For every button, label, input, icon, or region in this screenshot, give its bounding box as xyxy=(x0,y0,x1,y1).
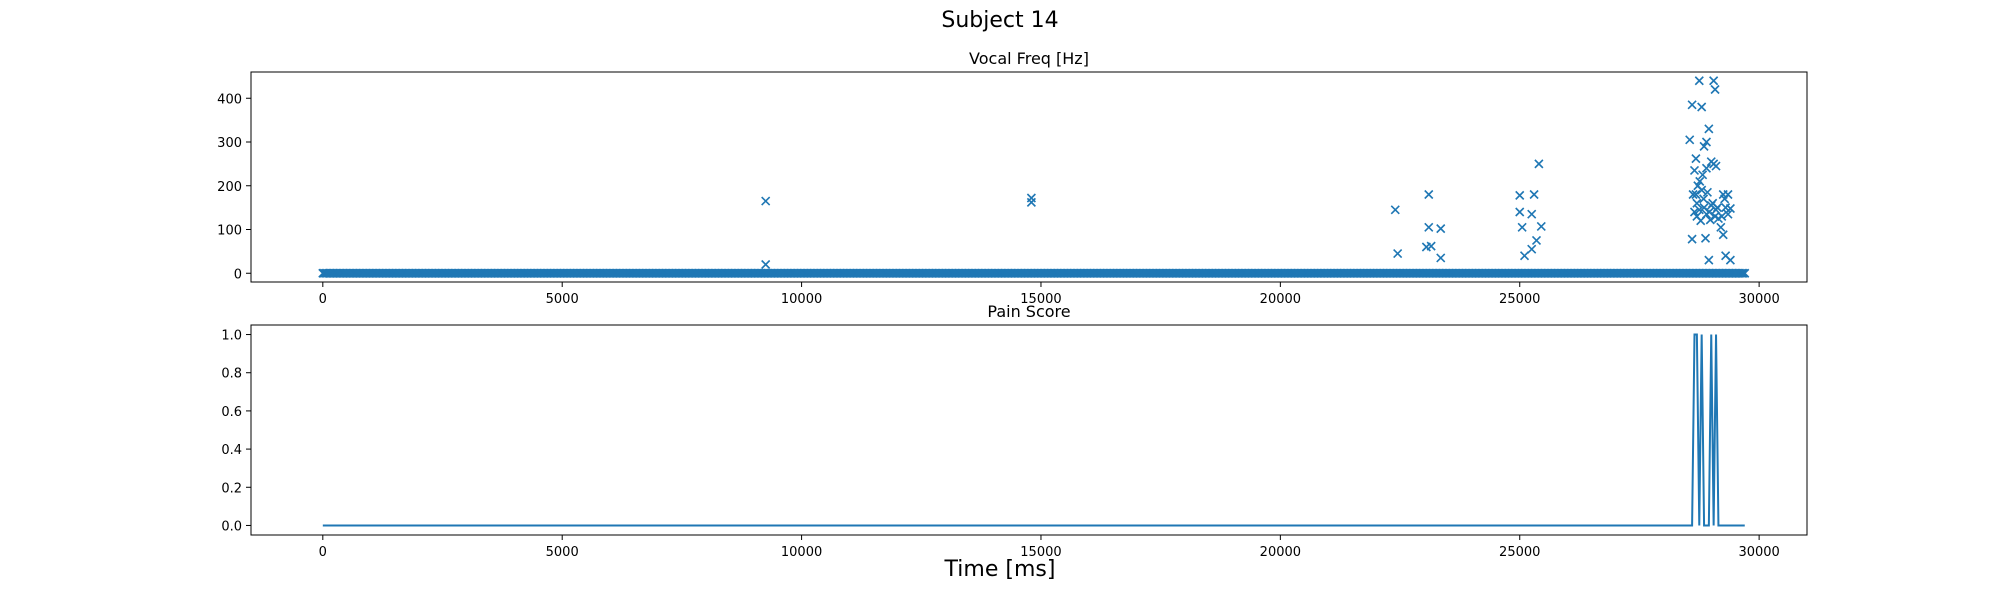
data-point xyxy=(1701,137,1712,147)
data-point xyxy=(1694,76,1704,86)
data-point xyxy=(1529,189,1539,200)
vocal-freq-x-tick-label: 10000 xyxy=(781,292,822,307)
data-point xyxy=(1689,207,1700,217)
data-point xyxy=(1701,163,1712,173)
data-point xyxy=(1697,102,1707,112)
vocal-freq-x-tick-label: 25000 xyxy=(1499,292,1540,307)
data-point xyxy=(1531,235,1542,246)
data-point xyxy=(1700,233,1711,243)
data-point xyxy=(1691,189,1701,200)
figure-title: Subject 14 xyxy=(941,8,1059,33)
data-point xyxy=(1527,209,1537,219)
pain-score-x-tick-label: 5000 xyxy=(546,545,579,560)
data-point xyxy=(1702,187,1712,197)
data-point xyxy=(1720,194,1730,204)
data-point xyxy=(1436,224,1446,234)
vocal-freq-y-tick-label: 200 xyxy=(217,180,242,195)
vocal-freq-y-tick-label: 100 xyxy=(217,224,242,239)
data-point xyxy=(1436,253,1446,263)
pain-score-x-tick-label: 20000 xyxy=(1260,545,1301,560)
data-point xyxy=(1704,124,1714,134)
data-point xyxy=(761,196,771,206)
data-point xyxy=(1390,205,1400,215)
vocal-freq-x-tick-label: 30000 xyxy=(1738,292,1779,307)
pain-score-x-tick-label: 0 xyxy=(319,545,327,560)
data-point xyxy=(1710,84,1720,95)
figure-x-axis-label: Time [ms] xyxy=(944,557,1056,582)
baseline-point xyxy=(1740,268,1750,278)
vocal-freq-y-tick-label: 400 xyxy=(217,92,242,107)
pain-score-x-tick-label: 25000 xyxy=(1499,545,1540,560)
data-point xyxy=(1691,154,1701,164)
pain-score-y-tick-label: 0.6 xyxy=(221,405,242,420)
data-point xyxy=(1026,193,1036,203)
pain-score-y-tick-label: 1.0 xyxy=(221,329,242,344)
data-point xyxy=(1712,203,1723,213)
data-point xyxy=(1689,165,1700,176)
vocal-freq-x-tick-label: 15000 xyxy=(1020,292,1061,307)
data-point xyxy=(1705,215,1715,225)
data-point xyxy=(1426,241,1436,251)
pain-score-frame xyxy=(250,324,1808,536)
vocal-freq-axes: Vocal Freq [Hz] 0 5000 10000 15000 20000 25000… xyxy=(217,49,1808,307)
vocal-freq-x-tick-label: 0 xyxy=(319,292,327,307)
data-point xyxy=(1534,159,1544,169)
data-point xyxy=(1393,248,1403,259)
pain-score-x-tick-label: 30000 xyxy=(1738,545,1779,560)
data-point xyxy=(1519,251,1530,261)
vocal-freq-y-tick-label: 0 xyxy=(234,267,242,282)
data-point xyxy=(1698,170,1708,180)
pain-score-axes: Pain Score 0 5000 10000 15000 20000 25000 30000… xyxy=(221,302,1808,560)
pain-score-x-tick-label: 15000 xyxy=(1020,545,1061,560)
data-point xyxy=(1517,222,1527,232)
vocal-freq-title: Vocal Freq [Hz] xyxy=(969,49,1089,68)
data-point xyxy=(1709,76,1719,86)
data-point xyxy=(1694,205,1704,215)
data-point xyxy=(1699,194,1709,204)
pain-score-x-tick-label: 10000 xyxy=(781,545,822,560)
data-point xyxy=(1424,222,1434,232)
data-point xyxy=(1687,100,1697,110)
pain-score-y-tick-label: 0.8 xyxy=(221,367,242,382)
data-point xyxy=(1536,221,1546,232)
data-point xyxy=(1718,230,1728,240)
data-point xyxy=(1527,244,1537,254)
vocal-freq-y-tick-label: 300 xyxy=(217,136,242,151)
data-point xyxy=(1699,141,1709,151)
baseline-point xyxy=(1737,268,1747,278)
data-point xyxy=(1515,207,1525,217)
data-point xyxy=(1685,135,1695,145)
pain-score-title: Pain Score xyxy=(987,302,1070,321)
data-point xyxy=(1704,255,1714,265)
pain-score-y-tick-label: 0.0 xyxy=(221,519,242,534)
pain-score-line xyxy=(322,333,1745,527)
data-point xyxy=(1688,189,1698,200)
data-point xyxy=(1692,198,1702,208)
data-point xyxy=(1697,185,1707,195)
data-point xyxy=(761,259,771,270)
vocal-freq-x-tick-label: 5000 xyxy=(546,292,579,307)
data-point xyxy=(1687,234,1697,244)
data-point xyxy=(1725,203,1735,214)
data-point xyxy=(1424,189,1434,200)
baseline-point xyxy=(1738,268,1748,278)
vocal-freq-frame xyxy=(250,71,1808,283)
vocal-freq-x-tick-label: 20000 xyxy=(1260,292,1301,307)
data-point xyxy=(1704,207,1714,217)
pain-score-y-tick-label: 0.4 xyxy=(221,443,242,458)
data-point xyxy=(1723,209,1733,219)
data-point xyxy=(1515,190,1525,200)
data-point xyxy=(1717,211,1727,221)
data-point xyxy=(1695,176,1705,186)
pain-score-y-tick-label: 0.2 xyxy=(221,481,242,496)
data-point xyxy=(1725,255,1735,265)
data-point xyxy=(1716,222,1726,232)
data-point xyxy=(1026,197,1036,207)
data-point xyxy=(1711,161,1721,171)
